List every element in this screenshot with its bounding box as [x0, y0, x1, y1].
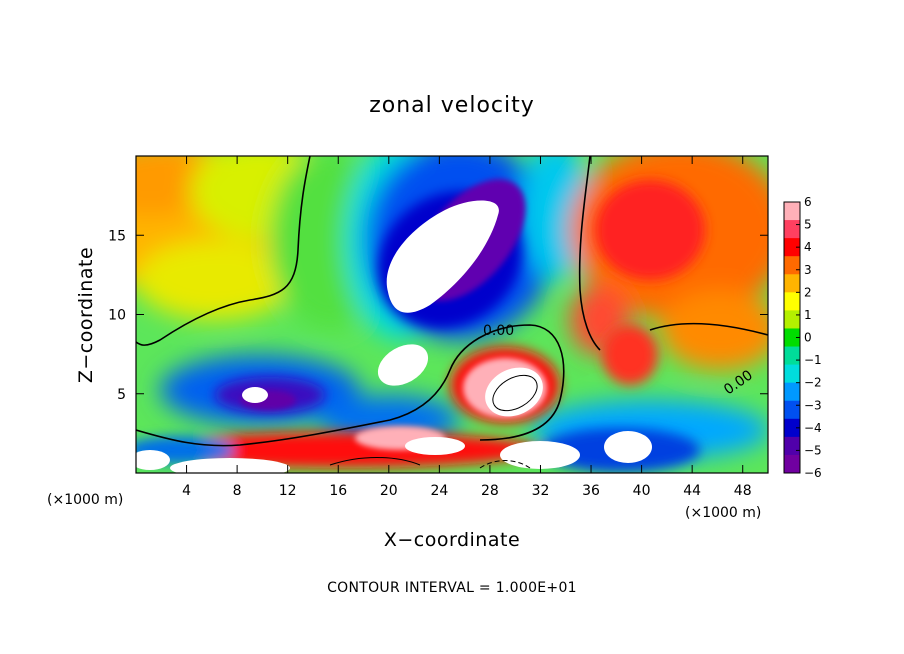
colorbar-tick-label: 2: [804, 285, 812, 299]
colorbar-tick-label: 0: [804, 331, 812, 345]
colorbar-swatch: [784, 382, 800, 402]
x-tick-label: 48: [734, 483, 752, 499]
colorbar-swatch: [784, 364, 800, 384]
colorbar-swatch: [784, 310, 800, 329]
y-axis-label: Z−coordinate: [75, 247, 97, 383]
colorbar-tick-label: −3: [804, 398, 822, 412]
x-tick-label: 12: [279, 483, 297, 499]
colorbar-swatch: [784, 274, 800, 293]
colorbar-swatch: [784, 328, 800, 348]
colorbar-swatch: [784, 202, 800, 221]
y-tick-label: 5: [117, 387, 126, 403]
colorbar-tick-label: 4: [804, 240, 812, 254]
colorbar-tick-label: 5: [804, 218, 812, 232]
y-tick-label: 10: [108, 308, 126, 324]
contour-label: 0.00: [483, 323, 514, 339]
colorbar: 6 5 4 3 2 1 0 −1 −2 −3 −4 −5 −6: [783, 195, 822, 480]
x-tick-label: 4: [182, 483, 191, 499]
colorbar-tick-label: 3: [804, 263, 812, 277]
colorbar-swatch: [784, 346, 800, 366]
colorbar-tick-label: −1: [804, 353, 822, 367]
colorbar-swatch: [784, 454, 800, 474]
x-unit-right: (×1000 m): [685, 505, 761, 521]
colorbar-swatch: [784, 256, 800, 275]
colorbar-tick-label: −6: [804, 466, 822, 480]
colorbar-swatch: [784, 400, 800, 420]
colorbar-swatch: [784, 436, 800, 456]
chart-title: zonal velocity: [369, 93, 535, 118]
colorbar-swatch: [784, 418, 800, 438]
x-tick-label: 20: [380, 483, 398, 499]
x-tick-label: 36: [582, 483, 600, 499]
contour-interval-note: CONTOUR INTERVAL = 1.000E+01: [327, 580, 577, 596]
colorbar-swatch: [784, 292, 800, 311]
colorbar-swatch: [784, 220, 800, 239]
x-unit-left: (×1000 m): [47, 492, 123, 508]
colorbar-tick-label: 6: [804, 195, 812, 209]
x-tick-label: 32: [532, 483, 550, 499]
x-axis-ticks: 4 8 12 16 20 24 28 32 36 40 44 48: [182, 156, 752, 499]
x-tick-label: 44: [683, 483, 701, 499]
colorbar-tick-label: −5: [804, 443, 822, 457]
y-tick-label: 15: [108, 228, 126, 244]
x-tick-label: 40: [633, 483, 651, 499]
x-tick-label: 8: [233, 483, 242, 499]
x-axis-label: X−coordinate: [384, 529, 520, 551]
heatmap-field: 0.00 0.00: [136, 156, 768, 473]
colorbar-tick-label: −4: [804, 421, 822, 435]
y-axis-ticks: 5 10 15: [108, 228, 768, 403]
x-tick-label: 24: [430, 483, 448, 499]
colorbar-tick-label: −2: [804, 376, 822, 390]
x-tick-label: 28: [481, 483, 499, 499]
colorbar-tick-label: 1: [804, 308, 812, 322]
x-tick-label: 16: [329, 483, 347, 499]
colorbar-swatch: [784, 238, 800, 257]
